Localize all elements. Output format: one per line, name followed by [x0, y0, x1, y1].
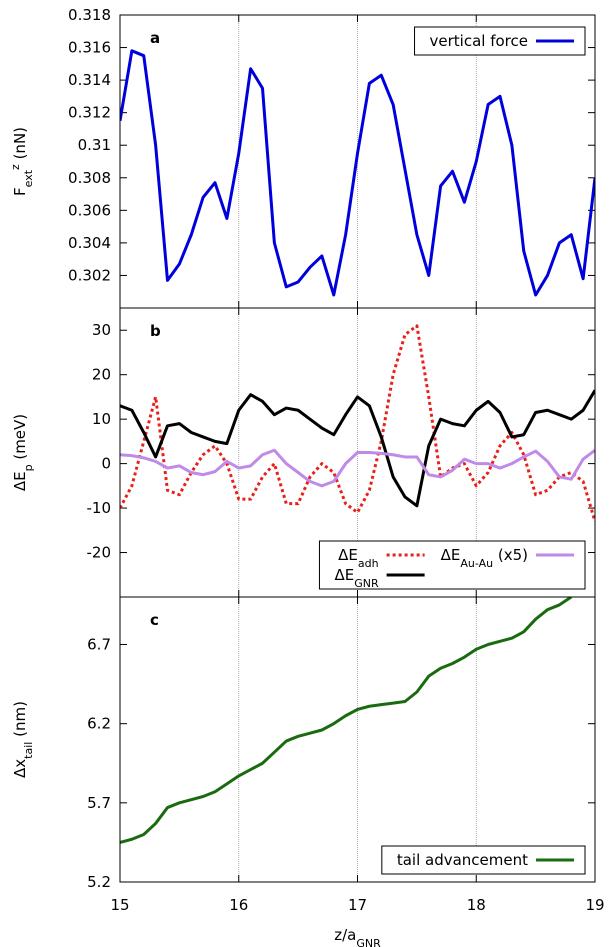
- x-tick-label: 18: [467, 896, 486, 914]
- series-line: [120, 49, 595, 297]
- y-tick-label: 0.312: [68, 104, 111, 122]
- y-tick-label: 0: [101, 455, 111, 473]
- y-tick-label: 10: [92, 410, 111, 428]
- y-tick-label: 0.31: [78, 136, 111, 154]
- y-axis-label: Δxtail (nm): [11, 701, 35, 778]
- legend-label: vertical force: [430, 32, 528, 50]
- y-tick-label: 0.316: [68, 39, 111, 57]
- panel-label: b: [150, 322, 161, 340]
- y-tick-label: 0.314: [68, 71, 111, 89]
- y-axis-label-part: ext: [22, 169, 35, 187]
- panel-label: c: [150, 611, 159, 629]
- y-axis-label-part: (meV): [11, 414, 29, 465]
- x-axis-label-part: z/a: [334, 926, 356, 944]
- plot-area: [120, 49, 595, 297]
- series-line: [120, 389, 595, 508]
- y-tick-label: 6.7: [87, 636, 111, 654]
- legend: vertical force: [414, 26, 586, 56]
- y-tick-label: 5.2: [87, 873, 111, 891]
- legend-label-part: vertical force: [430, 32, 528, 50]
- legend-label-part: GNR: [354, 577, 379, 590]
- x-tick-label: 16: [229, 896, 248, 914]
- series-line: [120, 448, 595, 488]
- plot-area: [120, 597, 573, 844]
- legend-label: ΔEAu-Au (x5): [441, 546, 528, 570]
- legend-label-part: ΔE: [334, 566, 354, 584]
- plot-area: [120, 324, 595, 522]
- legend-label-part: ΔE: [441, 546, 461, 564]
- y-tick-label: 6.2: [87, 715, 111, 733]
- panel-label: a: [150, 29, 160, 47]
- x-tick-label: 15: [110, 896, 129, 914]
- y-tick-label: 30: [92, 321, 111, 339]
- y-axis-label-part: p: [22, 464, 35, 471]
- legend: tail advancement: [381, 845, 586, 875]
- y-tick-label: 0.304: [68, 234, 111, 252]
- series-line: [120, 597, 573, 844]
- y-tick-label: -10: [87, 499, 112, 517]
- y-tick-label: 20: [92, 366, 111, 384]
- y-tick-label: 0.308: [68, 169, 111, 187]
- y-axis-label: Fextz (nN): [9, 127, 35, 196]
- y-axis-label: ΔEp (meV): [11, 414, 35, 491]
- y-axis-label-part: tail: [22, 742, 35, 759]
- legend-box: [318, 540, 586, 590]
- legend-label-part: Au-Au: [460, 557, 493, 570]
- y-tick-label: -20: [87, 544, 112, 562]
- legend-label-part: tail advancement: [397, 851, 528, 869]
- y-axis-label-part: z: [9, 164, 22, 170]
- legend-label: tail advancement: [397, 851, 528, 869]
- x-tick-label: 17: [348, 896, 367, 914]
- legend-label: ΔEadh: [338, 546, 378, 570]
- y-axis-label-part: (nm): [11, 701, 29, 742]
- legend-label: ΔEGNR: [334, 566, 379, 590]
- y-tick-label: 5.7: [87, 794, 111, 812]
- x-tick-label: 19: [585, 896, 604, 914]
- y-tick-label: 0.318: [68, 6, 111, 24]
- y-axis-label-part: (nN): [11, 127, 29, 164]
- y-tick-label: 0.302: [68, 266, 111, 284]
- legend-label-part: ΔE: [338, 546, 358, 564]
- y-axis-label-part: Δx: [11, 759, 29, 778]
- x-axis-label: z/aGNR: [334, 926, 381, 947]
- legend-label-part: adh: [358, 557, 379, 570]
- y-tick-label: 0.306: [68, 201, 111, 219]
- y-axis-label-part: ΔE: [11, 471, 29, 491]
- plot-frame: [119, 596, 596, 883]
- legend-label-part: (x5): [493, 546, 528, 564]
- x-axis-label-part: GNR: [356, 937, 381, 947]
- y-axis-label-part: F: [11, 187, 29, 196]
